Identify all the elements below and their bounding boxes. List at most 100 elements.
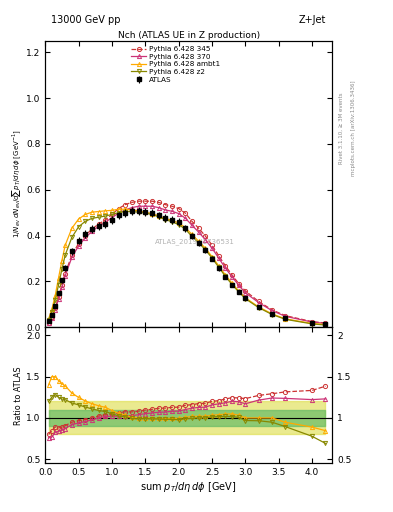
Pythia 6.428 z2: [230, 282, 234, 288]
Pythia 6.428 345: [59, 282, 64, 288]
Pythia 6.428 ambt1: [196, 238, 201, 244]
Pythia 6.428 370: [243, 290, 248, 296]
Pythia 6.428 345: [196, 225, 201, 231]
Pythia 6.428 ambt1: [176, 220, 181, 226]
Pythia 6.428 345: [50, 314, 54, 320]
Pythia 6.428 370: [56, 295, 61, 302]
Text: Rivet 3.1.10, ≥ 3M events: Rivet 3.1.10, ≥ 3M events: [339, 92, 344, 164]
Pythia 6.428 345: [103, 217, 108, 223]
Pythia 6.428 z2: [70, 234, 74, 241]
Pythia 6.428 z2: [283, 316, 288, 323]
Pythia 6.428 ambt1: [243, 295, 248, 301]
Pythia 6.428 ambt1: [110, 207, 114, 214]
Pythia 6.428 ambt1: [143, 209, 148, 215]
Pythia 6.428 345: [183, 210, 188, 216]
Pythia 6.428 345: [323, 320, 328, 326]
Line: Pythia 6.428 z2: Pythia 6.428 z2: [46, 209, 327, 327]
Y-axis label: Ratio to ATLAS: Ratio to ATLAS: [14, 366, 23, 424]
Pythia 6.428 ambt1: [323, 322, 328, 328]
Pythia 6.428 z2: [176, 222, 181, 228]
Pythia 6.428 370: [216, 255, 221, 261]
Pythia 6.428 ambt1: [183, 224, 188, 230]
Text: Z+Jet: Z+Jet: [299, 15, 326, 25]
Pythia 6.428 z2: [203, 247, 208, 253]
Pythia 6.428 ambt1: [256, 304, 261, 310]
Pythia 6.428 345: [53, 305, 57, 311]
Pythia 6.428 345: [63, 270, 68, 276]
Pythia 6.428 ambt1: [53, 292, 57, 298]
Pythia 6.428 370: [116, 210, 121, 216]
Pythia 6.428 345: [70, 252, 74, 258]
Pythia 6.428 370: [176, 210, 181, 217]
Pythia 6.428 345: [123, 202, 128, 208]
Pythia 6.428 345: [130, 199, 134, 205]
Line: Pythia 6.428 345: Pythia 6.428 345: [46, 199, 327, 325]
Pythia 6.428 ambt1: [189, 231, 194, 238]
Pythia 6.428 z2: [223, 273, 228, 280]
Pythia 6.428 z2: [46, 317, 51, 323]
Pythia 6.428 ambt1: [70, 225, 74, 231]
Pythia 6.428 370: [130, 204, 134, 210]
Pythia 6.428 370: [150, 203, 154, 209]
Pythia 6.428 370: [323, 321, 328, 327]
Pythia 6.428 z2: [323, 322, 328, 328]
Pythia 6.428 ambt1: [163, 215, 168, 221]
Pythia 6.428 370: [230, 274, 234, 280]
Pythia 6.428 370: [46, 319, 51, 326]
Pythia 6.428 ambt1: [283, 316, 288, 322]
Pythia 6.428 ambt1: [83, 211, 88, 218]
Pythia 6.428 ambt1: [230, 280, 234, 286]
Pythia 6.428 370: [70, 254, 74, 261]
Pythia 6.428 ambt1: [96, 208, 101, 215]
Pythia 6.428 370: [136, 203, 141, 209]
Pythia 6.428 345: [310, 318, 314, 325]
Pythia 6.428 z2: [116, 209, 121, 216]
Line: Pythia 6.428 370: Pythia 6.428 370: [46, 204, 327, 326]
Pythia 6.428 ambt1: [90, 209, 94, 215]
Pythia 6.428 ambt1: [46, 316, 51, 322]
Pythia 6.428 ambt1: [59, 258, 64, 264]
Pythia 6.428 345: [203, 233, 208, 239]
Pythia 6.428 345: [223, 263, 228, 269]
Pythia 6.428 345: [270, 307, 274, 313]
Pythia 6.428 345: [209, 242, 214, 248]
Pythia 6.428 ambt1: [63, 242, 68, 248]
Pythia 6.428 345: [170, 203, 174, 209]
Pythia 6.428 370: [156, 204, 161, 210]
Pythia 6.428 ambt1: [156, 213, 161, 219]
Pythia 6.428 345: [46, 319, 51, 326]
Pythia 6.428 370: [163, 207, 168, 213]
Pythia 6.428 370: [310, 319, 314, 325]
Pythia 6.428 345: [90, 226, 94, 232]
Pythia 6.428 ambt1: [236, 288, 241, 294]
Pythia 6.428 z2: [209, 255, 214, 261]
Pythia 6.428 z2: [270, 311, 274, 317]
Pythia 6.428 370: [59, 284, 64, 290]
Pythia 6.428 z2: [50, 309, 54, 315]
Pythia 6.428 345: [243, 288, 248, 294]
Pythia 6.428 z2: [310, 321, 314, 327]
Pythia 6.428 ambt1: [103, 208, 108, 214]
Pythia 6.428 ambt1: [123, 206, 128, 212]
Pythia 6.428 z2: [183, 226, 188, 232]
Pythia 6.428 345: [83, 232, 88, 239]
Pythia 6.428 ambt1: [56, 275, 61, 281]
Pythia 6.428 z2: [143, 210, 148, 216]
Pythia 6.428 ambt1: [223, 272, 228, 278]
Pythia 6.428 z2: [136, 209, 141, 215]
Pythia 6.428 345: [230, 272, 234, 278]
Pythia 6.428 345: [189, 218, 194, 224]
Title: Nch (ATLAS UE in Z production): Nch (ATLAS UE in Z production): [118, 31, 260, 40]
Pythia 6.428 z2: [53, 297, 57, 303]
Pythia 6.428 370: [236, 282, 241, 288]
Pythia 6.428 370: [196, 229, 201, 235]
Pythia 6.428 345: [136, 198, 141, 204]
X-axis label: sum $p_T/d\eta\,d\phi$ [GeV]: sum $p_T/d\eta\,d\phi$ [GeV]: [140, 480, 237, 494]
Pythia 6.428 z2: [150, 211, 154, 218]
Pythia 6.428 ambt1: [116, 206, 121, 212]
Text: mcplots.cern.ch [arXiv:1306.3436]: mcplots.cern.ch [arXiv:1306.3436]: [351, 80, 356, 176]
Pythia 6.428 370: [223, 265, 228, 271]
Pythia 6.428 345: [96, 221, 101, 227]
Pythia 6.428 370: [170, 208, 174, 215]
Pythia 6.428 345: [116, 205, 121, 211]
